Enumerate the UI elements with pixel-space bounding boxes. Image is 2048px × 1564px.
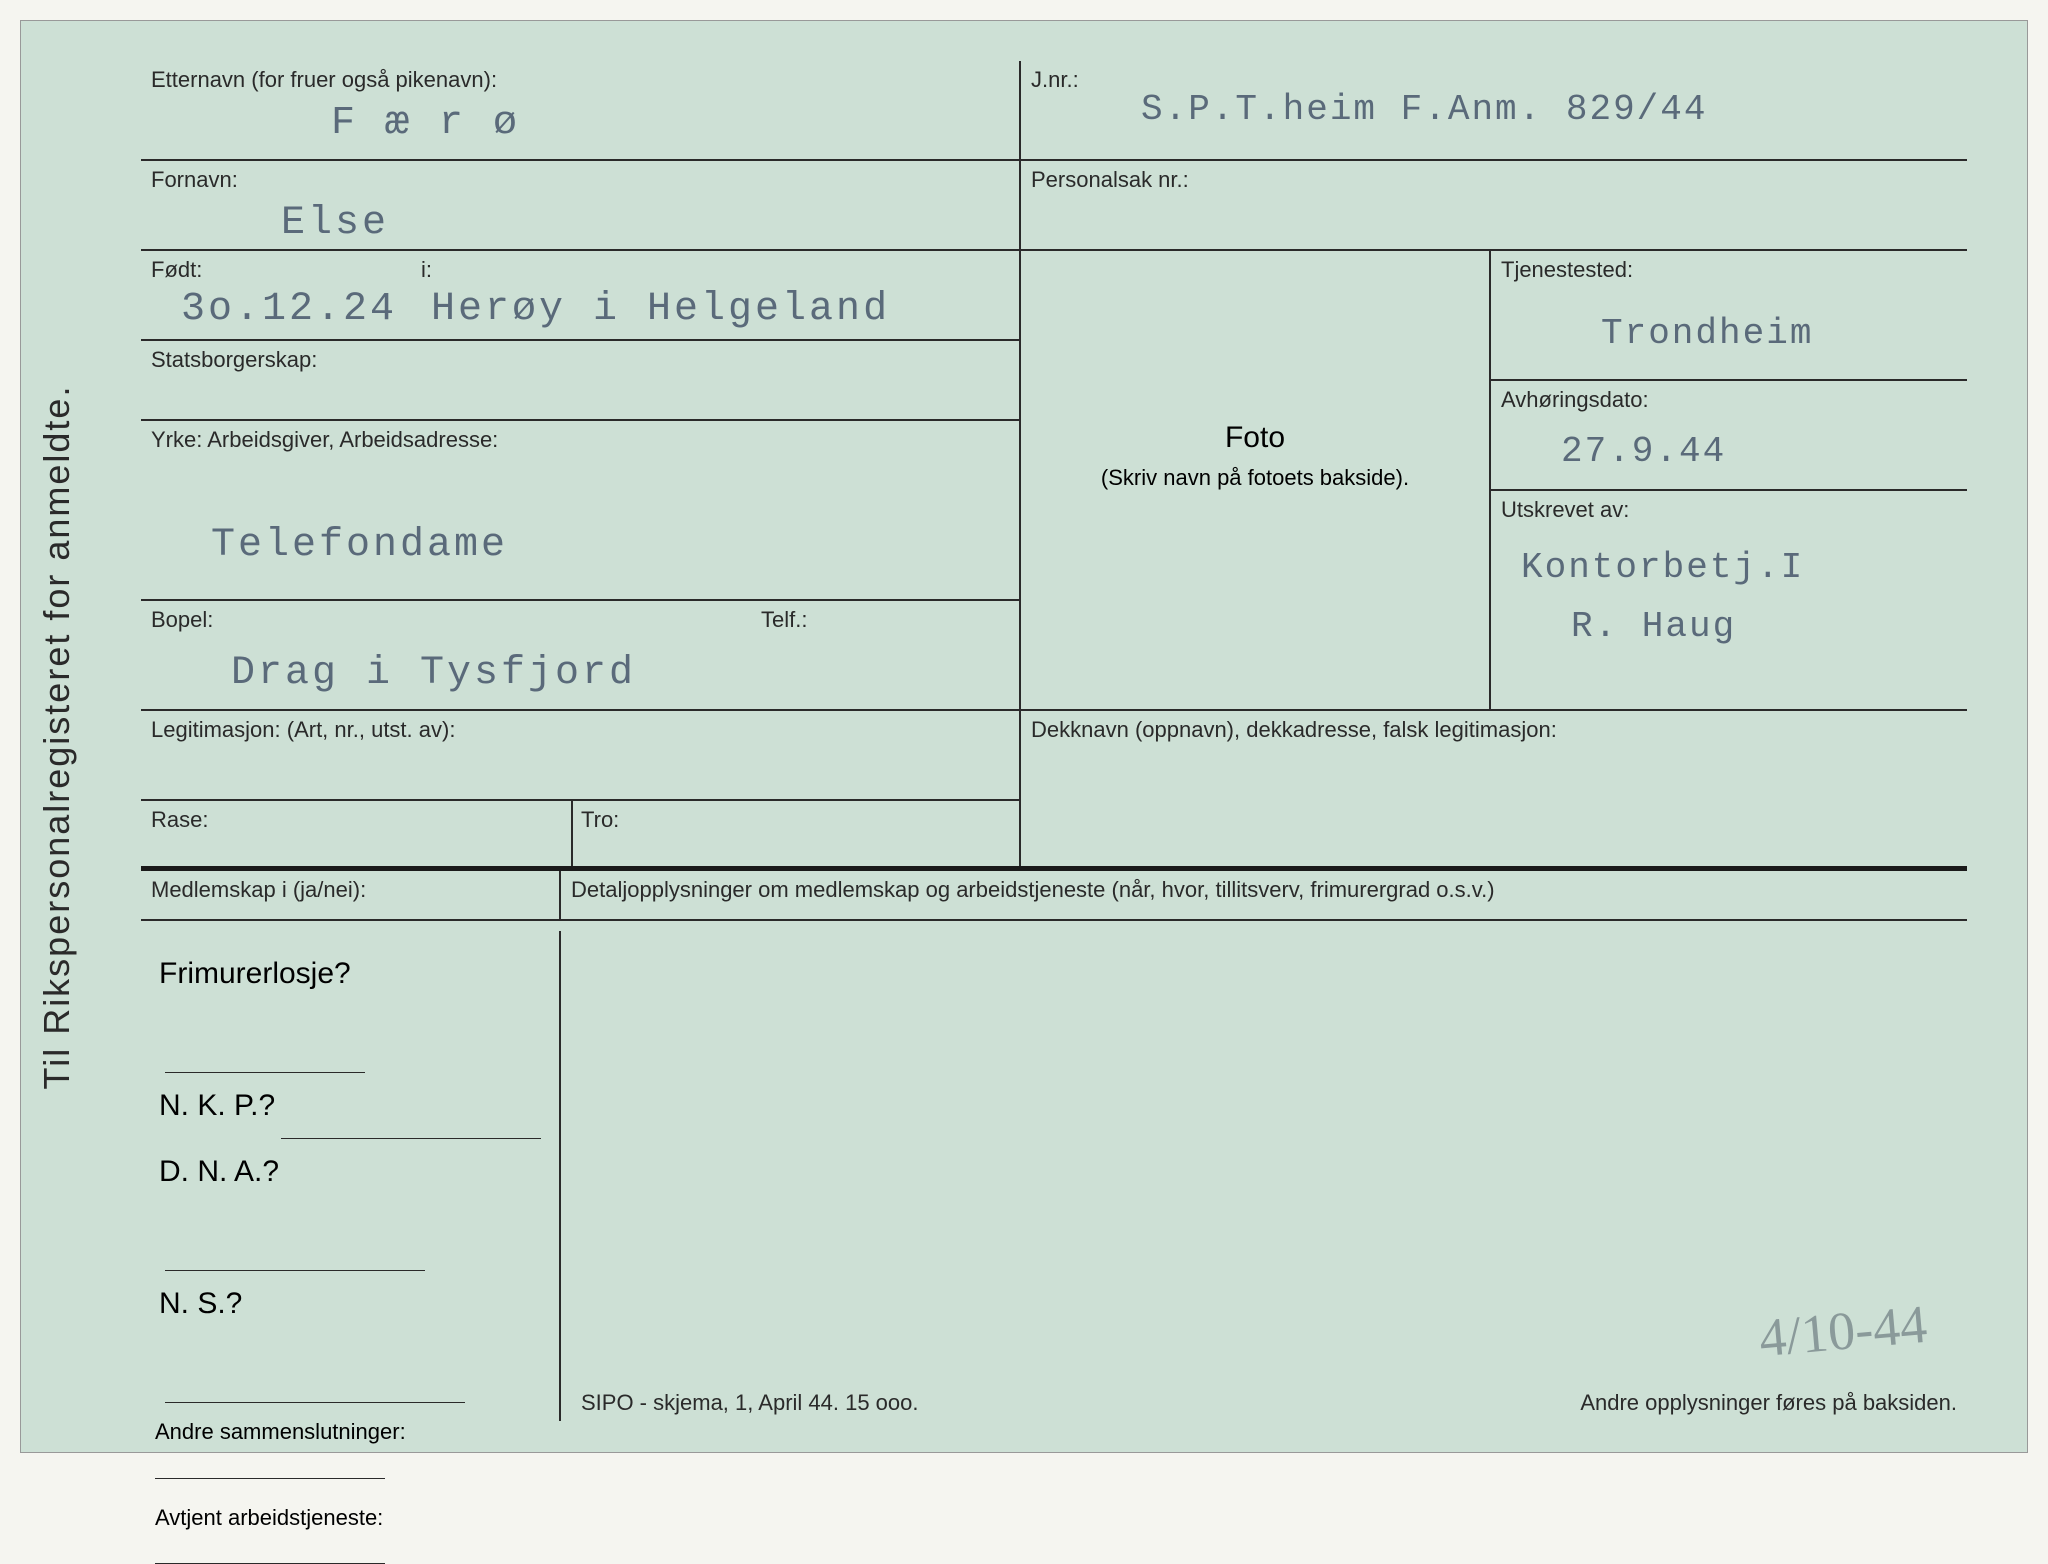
field-personalsak: Personalsak nr.:	[1021, 161, 1967, 251]
medlemskap-label: Medlemskap i (ja/nei):	[151, 877, 366, 902]
foto-sublabel: (Skriv navn på fotoets bakside).	[1021, 465, 1489, 491]
field-legitimasjon: Legitimasjon: (Art, nr., utst. av):	[141, 711, 1021, 801]
field-detaljopp-header: Detaljopplysninger om medlemskap og arbe…	[561, 871, 1967, 921]
membership-list: Frimurerlosje? N. K. P.? D. N. A.? N. S.…	[141, 931, 561, 1421]
legitimasjon-label: Legitimasjon: (Art, nr., utst. av):	[151, 717, 455, 742]
andre-opp-footer: Andre opplysninger føres på baksiden.	[1580, 1390, 1957, 1416]
etternavn-label: Etternavn (for fruer også pikenavn):	[151, 67, 497, 92]
handwritten-date: 4/10-44	[1757, 1293, 1930, 1369]
membership-ns: N. S.?	[159, 1271, 545, 1403]
bopel-value: Drag i Tysfjord	[151, 651, 1009, 696]
fodt-label: Født:	[151, 257, 202, 282]
fornavn-label: Fornavn:	[151, 167, 238, 192]
field-utskrevet: Utskrevet av: Kontorbetj.I R. Haug	[1491, 491, 1967, 711]
bopel-label: Bopel:	[151, 607, 213, 632]
field-yrke: Yrke: Arbeidsgiver, Arbeidsadresse: Tele…	[141, 421, 1021, 601]
personalsak-label: Personalsak nr.:	[1031, 167, 1189, 192]
statsborgerskap-label: Statsborgerskap:	[151, 347, 317, 372]
field-tjenestested: Tjenestested: Trondheim	[1491, 251, 1967, 381]
utskrevet-value2: R. Haug	[1501, 606, 1957, 647]
tjenestested-label: Tjenestested:	[1501, 257, 1633, 282]
rase-label: Rase:	[151, 807, 208, 832]
etternavn-value: F æ r ø	[151, 101, 1009, 146]
telf-label: Telf.:	[761, 607, 807, 633]
utskrevet-value1: Kontorbetj.I	[1501, 547, 1957, 588]
foto-box: Foto (Skriv navn på fotoets bakside).	[1021, 251, 1491, 711]
jnr-label: J.nr.:	[1031, 67, 1079, 92]
yrke-value: Telefondame	[151, 523, 1009, 568]
detaljopp-label: Detaljopplysninger om medlemskap og arbe…	[571, 877, 1495, 902]
form-area: Etternavn (for fruer også pikenavn): F æ…	[141, 61, 1967, 1422]
field-etternavn: Etternavn (for fruer også pikenavn): F æ…	[141, 61, 1021, 161]
registration-card: Til Rikspersonalregisteret for anmeldte.…	[20, 20, 2028, 1453]
tjenestested-value: Trondheim	[1501, 313, 1957, 354]
fodt-value: 3o.12.24	[181, 287, 397, 332]
utskrevet-label: Utskrevet av:	[1501, 497, 1629, 522]
side-vertical-label: Til Rikspersonalregisteret for anmeldte.	[36, 384, 78, 1089]
field-fodt: Født: i: 3o.12.24 Herøy i Helgeland	[141, 251, 1021, 341]
andre-sammenslutninger: Andre sammenslutninger:	[155, 1417, 545, 1479]
field-medlemskap-header: Medlemskap i (ja/nei):	[141, 871, 561, 921]
membership-dna: D. N. A.?	[159, 1139, 545, 1271]
sipo-footer: SIPO - skjema, 1, April 44. 15 ooo.	[581, 1390, 919, 1416]
fornavn-value: Else	[151, 201, 1009, 246]
membership-nkp: N. K. P.?	[159, 1073, 545, 1139]
field-jnr: J.nr.: S.P.T.heim F.Anm. 829/44	[1021, 61, 1967, 161]
i-value: Herøy i Helgeland	[431, 287, 890, 332]
avhoringsdato-label: Avhøringsdato:	[1501, 387, 1649, 412]
foto-label: Foto	[1021, 421, 1489, 455]
avtjent-arbeidstjeneste: Avtjent arbeidstjeneste:	[155, 1503, 545, 1564]
field-dekknavn: Dekknavn (oppnavn), dekkadresse, falsk l…	[1021, 711, 1967, 861]
field-fornavn: Fornavn: Else	[141, 161, 1021, 251]
field-bopel: Bopel: Telf.: Drag i Tysfjord	[141, 601, 1021, 711]
yrke-label: Yrke: Arbeidsgiver, Arbeidsadresse:	[151, 427, 498, 452]
tro-label: Tro:	[581, 807, 619, 833]
dekknavn-label: Dekknavn (oppnavn), dekkadresse, falsk l…	[1031, 717, 1557, 742]
field-rase-tro: Rase: Tro:	[141, 801, 1021, 866]
membership-frimurer: Frimurerlosje?	[159, 941, 545, 1073]
avhoringsdato-value: 27.9.44	[1501, 431, 1957, 472]
jnr-value: S.P.T.heim F.Anm. 829/44	[1141, 89, 1707, 130]
field-statsborgerskap: Statsborgerskap:	[141, 341, 1021, 421]
field-avhoringsdato: Avhøringsdato: 27.9.44	[1491, 381, 1967, 491]
i-label: i:	[421, 257, 432, 283]
